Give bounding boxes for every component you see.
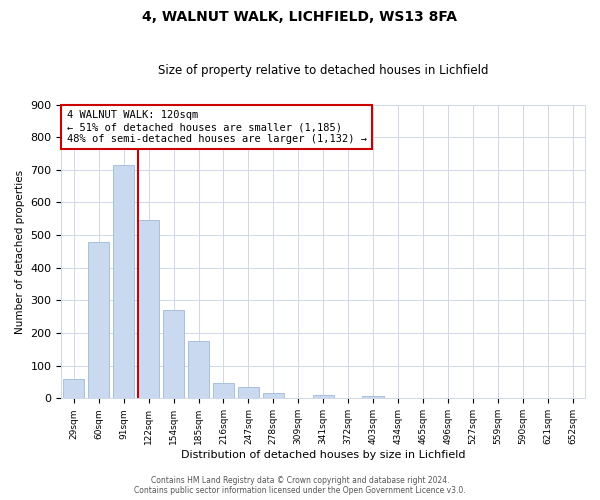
Bar <box>263 394 284 398</box>
Bar <box>163 310 184 398</box>
Text: 4, WALNUT WALK, LICHFIELD, WS13 8FA: 4, WALNUT WALK, LICHFIELD, WS13 8FA <box>143 10 458 24</box>
Bar <box>213 382 234 398</box>
Bar <box>188 341 209 398</box>
Title: Size of property relative to detached houses in Lichfield: Size of property relative to detached ho… <box>158 64 488 77</box>
X-axis label: Distribution of detached houses by size in Lichfield: Distribution of detached houses by size … <box>181 450 466 460</box>
Bar <box>63 379 85 398</box>
Y-axis label: Number of detached properties: Number of detached properties <box>15 170 25 334</box>
Bar <box>313 395 334 398</box>
Bar <box>362 396 383 398</box>
Bar <box>138 220 159 398</box>
Text: 4 WALNUT WALK: 120sqm
← 51% of detached houses are smaller (1,185)
48% of semi-d: 4 WALNUT WALK: 120sqm ← 51% of detached … <box>67 110 367 144</box>
Bar <box>238 387 259 398</box>
Bar <box>113 165 134 398</box>
Bar <box>88 242 109 398</box>
Text: Contains HM Land Registry data © Crown copyright and database right 2024.
Contai: Contains HM Land Registry data © Crown c… <box>134 476 466 495</box>
